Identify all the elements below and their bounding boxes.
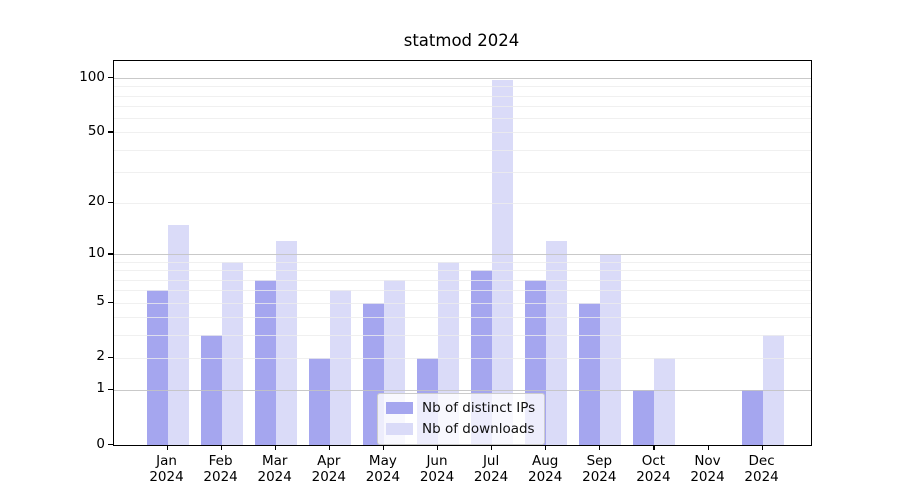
bars-layer [114, 61, 811, 445]
bar-dec-downloads [762, 334, 784, 445]
legend-item-distinct-ips: Nb of distinct IPs [386, 399, 535, 417]
bar-jan-downloads [167, 224, 189, 445]
x-tick-label-jan: Jan 2024 [149, 453, 184, 485]
x-tick-may [382, 445, 385, 451]
major-gridline-1 [114, 389, 811, 391]
x-tick-feb [220, 445, 222, 451]
x-tick-jun [437, 445, 439, 451]
minor-gridline-5 [114, 302, 811, 304]
minor-gridline-90 [114, 86, 811, 88]
legend-item-downloads: Nb of downloads [386, 420, 535, 438]
minor-gridline-20 [114, 202, 811, 204]
y-tick-100 [108, 77, 113, 79]
x-tick-jan [166, 445, 168, 451]
x-tick-oct [653, 445, 655, 451]
bar-jul-downloads [492, 80, 514, 445]
x-tick-label-jul: Jul 2024 [473, 453, 509, 485]
y-tick-20 [108, 201, 113, 204]
bar-feb-downloads [221, 261, 243, 445]
minor-gridline-8 [114, 270, 811, 272]
y-tick-label-10: 10 [87, 244, 105, 261]
x-tick-label-may: May 2024 [365, 453, 401, 485]
bar-mar-downloads [275, 241, 297, 445]
y-tick-label-0: 0 [96, 435, 105, 452]
minor-gridline-3 [114, 334, 811, 336]
grid-layer [114, 61, 811, 445]
x-tick-aug [545, 445, 547, 451]
legend: Nb of distinct IPs Nb of downloads [377, 393, 546, 445]
bar-aug-downloads [546, 241, 568, 445]
y-tick-label-100: 100 [79, 68, 105, 85]
x-tick-label-aug: Aug 2024 [528, 453, 563, 485]
y-tick-label-5: 5 [96, 293, 105, 310]
bar-feb-ips [200, 334, 222, 445]
plot-area: Nb of distinct IPs Nb of downloads [113, 60, 812, 446]
y-tick-10 [108, 253, 113, 255]
x-tick-label-sep: Sep 2024 [582, 453, 617, 485]
minor-gridline-40 [114, 149, 811, 151]
legend-swatch-downloads [386, 423, 413, 435]
major-gridline-10 [114, 254, 811, 256]
minor-gridline-70 [114, 106, 811, 108]
legend-label-downloads: Nb of downloads [422, 421, 535, 437]
x-tick-dec [761, 445, 763, 451]
x-tick-label-mar: Mar 2024 [257, 453, 292, 485]
bar-apr-ips [308, 357, 330, 445]
y-tick-0 [108, 444, 113, 446]
bar-mar-ips [254, 279, 276, 445]
y-tick-label-2: 2 [96, 348, 105, 365]
minor-gridline-50 [114, 132, 811, 134]
bar-sep-downloads [600, 254, 622, 445]
bar-apr-downloads [329, 290, 351, 445]
minor-gridline-6 [114, 290, 811, 292]
legend-swatch-distinct-ips [386, 402, 413, 414]
bar-dec-ips [741, 389, 763, 445]
x-tick-jul [491, 445, 493, 451]
y-tick-50 [108, 131, 113, 133]
y-tick-label-50: 50 [87, 122, 105, 139]
x-tick-mar [274, 445, 276, 451]
bar-sep-ips [579, 302, 601, 445]
x-tick-sep [599, 445, 601, 451]
minor-gridline-9 [114, 261, 811, 263]
x-tick-label-dec: Dec 2024 [744, 453, 779, 485]
x-tick-label-jun: Jun 2024 [419, 453, 455, 485]
x-tick-label-feb: Feb 2024 [203, 453, 238, 485]
minor-gridline-4 [114, 317, 811, 319]
x-tick-label-oct: Oct 2024 [636, 453, 671, 485]
y-tick-label-20: 20 [87, 193, 105, 210]
minor-gridline-80 [114, 95, 811, 97]
legend-label-distinct-ips: Nb of distinct IPs [422, 400, 536, 416]
x-tick-label-apr: Apr 2024 [311, 453, 346, 485]
x-tick-nov [707, 445, 709, 451]
y-tick-1 [108, 388, 113, 391]
chart-title: statmod 2024 [403, 31, 520, 50]
minor-gridline-2 [114, 357, 811, 359]
minor-gridline-60 [114, 118, 811, 120]
y-tick-label-1: 1 [96, 380, 105, 397]
bar-oct-ips [633, 389, 655, 445]
bar-jan-ips [146, 290, 168, 445]
bar-oct-downloads [654, 357, 676, 445]
y-tick-2 [108, 356, 113, 358]
x-tick-label-nov: Nov 2024 [690, 453, 725, 485]
minor-gridline-7 [114, 279, 811, 281]
y-tick-5 [108, 301, 113, 303]
minor-gridline-30 [114, 171, 811, 173]
major-gridline-100 [114, 78, 811, 79]
x-tick-apr [328, 445, 330, 451]
